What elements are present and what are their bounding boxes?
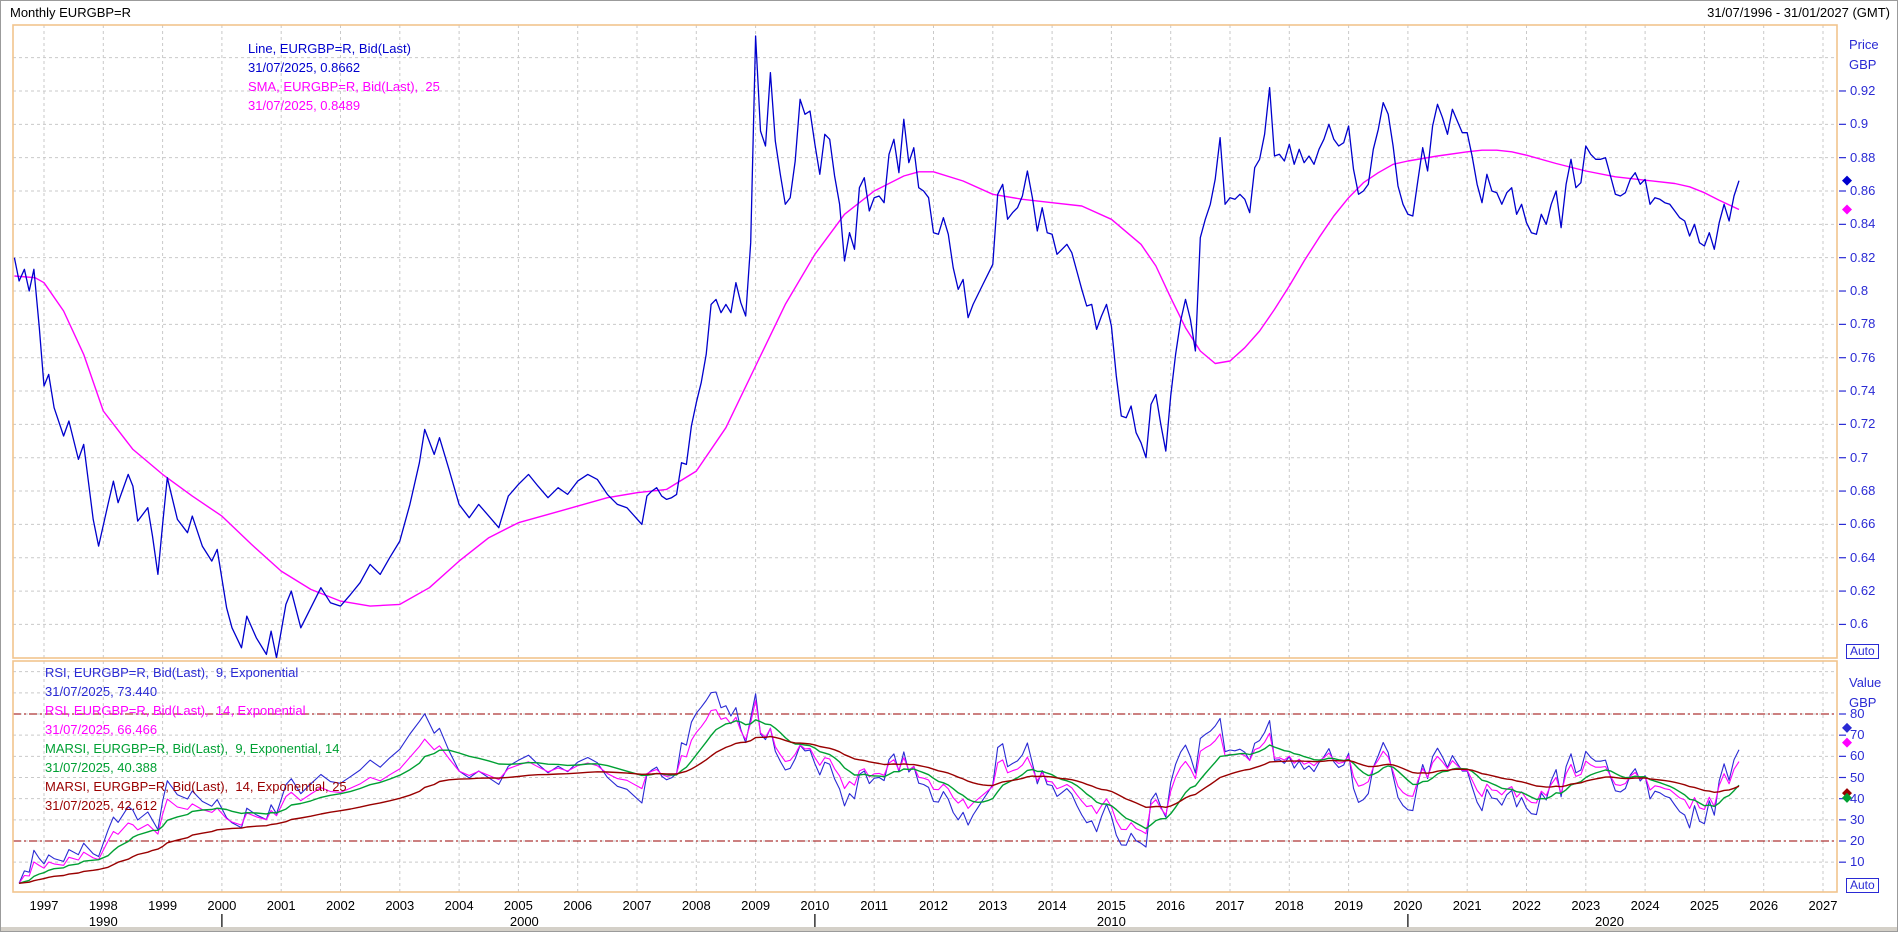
price-axis-tick: 0.74 bbox=[1850, 383, 1876, 399]
decade-label: 2010 bbox=[1096, 914, 1126, 929]
chart-title: Monthly EURGBP=R bbox=[10, 5, 132, 20]
rsi-legend-item: RSI, EURGBP=R, Bid(Last), 14, Exponentia… bbox=[45, 703, 306, 718]
value-axis-tick: 10 bbox=[1850, 854, 1865, 870]
price-axis-tick: 0.7 bbox=[1850, 449, 1869, 465]
price-axis-tick: 0.68 bbox=[1850, 483, 1876, 499]
year-label: 2002 bbox=[326, 898, 355, 913]
price-axis-tick: 0.66 bbox=[1850, 516, 1876, 532]
price-axis-tick: 0.82 bbox=[1850, 249, 1876, 265]
rsi-legend-item: 31/07/2025, 42.612 bbox=[45, 798, 158, 813]
year-label: 2009 bbox=[741, 898, 771, 913]
year-label: 2008 bbox=[681, 898, 711, 913]
value-axis-tick: 80 bbox=[1850, 706, 1865, 721]
rsi-legend-item: 31/07/2025, 73.440 bbox=[45, 684, 158, 699]
price-legend-item: SMA, EURGBP=R, Bid(Last), 25 bbox=[248, 79, 440, 94]
year-label: 2022 bbox=[1512, 898, 1541, 913]
rsi-legend-item: MARSI, EURGBP=R, Bid(Last), 14, Exponent… bbox=[45, 779, 347, 794]
price-axis-tick: 0.84 bbox=[1850, 216, 1876, 232]
year-label: 2010 bbox=[800, 898, 830, 913]
price-axis-tick: 0.9 bbox=[1850, 116, 1869, 132]
year-label: 2005 bbox=[503, 898, 533, 913]
year-label: 2011 bbox=[860, 898, 889, 913]
year-label: 2025 bbox=[1689, 898, 1719, 913]
year-label: 2023 bbox=[1571, 898, 1601, 913]
price-axis-tick: 0.6 bbox=[1850, 616, 1869, 632]
price-axis-tick: 0.64 bbox=[1850, 549, 1876, 565]
price-axis-tick: 0.92 bbox=[1850, 82, 1876, 98]
year-label: 2001 bbox=[266, 898, 296, 913]
decade-label: 1990 bbox=[88, 914, 118, 929]
price-axis-tick: 0.88 bbox=[1850, 149, 1876, 165]
value-axis-tick: 20 bbox=[1850, 833, 1865, 848]
date-range-label: 31/07/1996 - 31/01/2027 (GMT) bbox=[1707, 5, 1890, 20]
year-label: 2027 bbox=[1808, 898, 1838, 913]
year-label: 1998 bbox=[88, 898, 118, 913]
value-axis-tick: 70 bbox=[1850, 727, 1865, 743]
value-axis-tick: 30 bbox=[1850, 811, 1865, 827]
year-label: 2013 bbox=[978, 898, 1008, 913]
auto-button-value[interactable]: Auto bbox=[1846, 878, 1879, 893]
price-axis-tick: 0.78 bbox=[1850, 316, 1876, 332]
year-label: 2006 bbox=[563, 898, 593, 913]
year-label: 2019 bbox=[1334, 898, 1364, 913]
year-label: 2021 bbox=[1452, 898, 1482, 913]
year-label: 2024 bbox=[1630, 898, 1660, 913]
price-legend-item: Line, EURGBP=R, Bid(Last) bbox=[248, 41, 411, 56]
price-axis-tick: 0.86 bbox=[1850, 183, 1876, 198]
year-label: 1999 bbox=[148, 898, 178, 913]
rsi-legend-item: MARSI, EURGBP=R, Bid(Last), 9, Exponenti… bbox=[45, 741, 340, 756]
year-label: 2015 bbox=[1096, 898, 1126, 913]
price-legend-item: 31/07/2025, 0.8489 bbox=[248, 98, 361, 113]
price-axis-tick: 0.8 bbox=[1850, 283, 1869, 299]
year-label: 2014 bbox=[1037, 898, 1067, 913]
value-axis-tick: 60 bbox=[1850, 748, 1865, 764]
price-axis-tick: 0.76 bbox=[1850, 349, 1876, 365]
year-label: 2017 bbox=[1215, 898, 1245, 913]
year-label: 2018 bbox=[1274, 898, 1304, 913]
rsi-legend-item: RSI, EURGBP=R, Bid(Last), 9, Exponential bbox=[45, 665, 299, 680]
window-bottom-edge bbox=[1, 927, 1897, 931]
value-axis-tick: 40 bbox=[1850, 790, 1865, 806]
title-bar: Monthly EURGBP=R 31/07/1996 - 31/01/2027… bbox=[1, 1, 1897, 23]
year-label: 2026 bbox=[1749, 898, 1779, 913]
rsi-legend-item: 31/07/2025, 66.466 bbox=[45, 722, 158, 737]
year-label: 2016 bbox=[1156, 898, 1186, 913]
price-axis-tick: 0.72 bbox=[1850, 416, 1876, 432]
year-label: 2003 bbox=[385, 898, 415, 913]
rsi-legend-item: 31/07/2025, 40.388 bbox=[45, 760, 158, 775]
decade-label: 2000 bbox=[509, 914, 539, 929]
price-axis-title: Price GBP bbox=[1849, 37, 1879, 72]
decade-label: 2020 bbox=[1595, 914, 1624, 929]
auto-button-price[interactable]: Auto bbox=[1846, 644, 1879, 659]
year-label: 2000 bbox=[207, 898, 237, 913]
value-axis-title: Value GBP bbox=[1849, 675, 1882, 710]
price-axis-tick: 0.62 bbox=[1850, 583, 1876, 599]
value-axis-tick: 50 bbox=[1850, 769, 1865, 785]
year-label: 2007 bbox=[622, 898, 652, 913]
year-label: 2004 bbox=[444, 898, 474, 913]
price-legend-item: 31/07/2025, 0.8662 bbox=[248, 60, 361, 75]
year-label: 2012 bbox=[919, 898, 948, 913]
year-label: 1997 bbox=[29, 898, 59, 913]
year-label: 2020 bbox=[1393, 898, 1423, 913]
